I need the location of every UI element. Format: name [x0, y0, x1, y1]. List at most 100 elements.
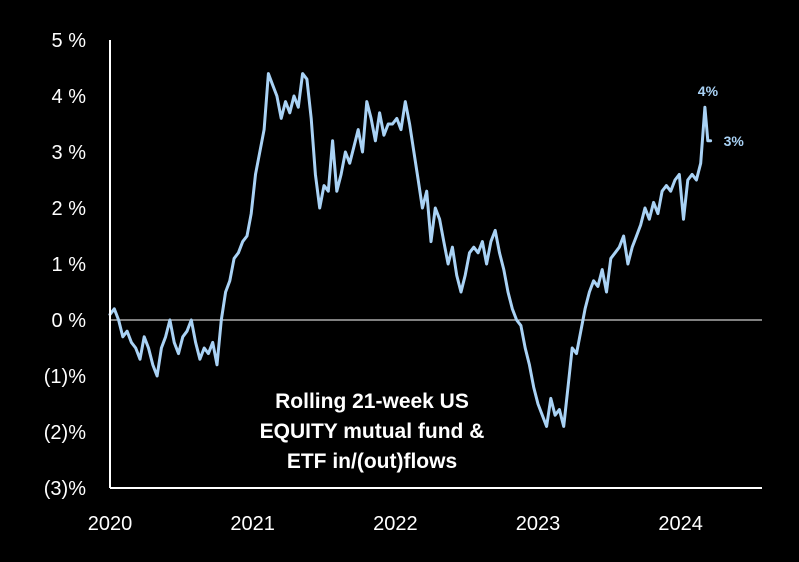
- annotations: 4% 3%: [698, 83, 745, 149]
- data-point: [609, 257, 612, 260]
- data-point: [220, 318, 223, 322]
- data-point: [305, 78, 309, 81]
- series-points: [108, 72, 712, 428]
- data-point: [113, 307, 116, 310]
- data-point: [571, 346, 574, 350]
- data-point: [472, 246, 475, 249]
- data-point: [686, 178, 689, 182]
- y-tick-label: (3)%: [44, 478, 86, 500]
- data-point: [224, 290, 227, 294]
- data-point: [643, 206, 647, 210]
- data-point: [194, 341, 197, 344]
- data-point: [404, 100, 407, 103]
- data-point: [553, 414, 557, 417]
- data-point: [262, 128, 266, 131]
- data-point: [498, 251, 501, 254]
- data-point: [412, 150, 416, 154]
- y-axis-tick-labels: 5 % 4 % 3 % 2 % 1 % 0 % (1)% (2)% (3)%: [44, 30, 86, 500]
- data-point: [669, 190, 672, 193]
- y-tick-label: (1)%: [44, 366, 86, 388]
- x-axis-tick-labels: 2020 2021 2022 2023 2024: [88, 513, 703, 535]
- data-point: [476, 251, 480, 254]
- data-point: [536, 402, 540, 406]
- data-point: [190, 318, 193, 322]
- x-tick-label: 2021: [230, 513, 275, 535]
- data-point: [635, 234, 638, 238]
- data-point: [601, 268, 604, 271]
- data-point: [164, 335, 167, 338]
- data-point: [344, 150, 347, 154]
- data-point: [232, 257, 236, 260]
- data-point: [369, 117, 373, 120]
- data-point: [417, 178, 420, 182]
- data-point: [468, 251, 471, 254]
- data-point: [275, 94, 279, 98]
- data-point: [322, 184, 326, 187]
- data-point: [267, 72, 270, 75]
- data-point: [660, 190, 664, 193]
- data-point: [365, 100, 368, 103]
- data-point: [639, 223, 642, 226]
- data-point: [245, 234, 249, 238]
- data-point: [134, 346, 137, 350]
- data-point: [592, 279, 595, 282]
- data-point: [250, 212, 253, 215]
- data-point: [709, 139, 712, 142]
- data-point: [673, 178, 677, 182]
- data-point: [203, 346, 206, 350]
- y-tick-label: 0 %: [52, 310, 87, 332]
- data-point: [549, 397, 552, 400]
- x-tick-label: 2024: [658, 513, 703, 535]
- data-point: [451, 246, 454, 249]
- x-tick-label: 2020: [88, 513, 133, 535]
- data-point: [562, 425, 565, 428]
- data-point: [241, 240, 244, 243]
- data-point: [395, 117, 398, 120]
- data-point: [352, 145, 356, 148]
- data-point: [652, 201, 655, 204]
- y-tick-label: 5 %: [52, 30, 87, 52]
- data-point: [596, 285, 600, 288]
- data-point: [207, 352, 210, 355]
- y-tick-label: 4 %: [52, 86, 87, 108]
- data-point: [678, 173, 681, 176]
- data-point: [198, 358, 202, 361]
- data-point: [335, 190, 338, 193]
- data-point: [524, 346, 527, 350]
- y-tick-label: 3 %: [52, 142, 87, 164]
- annotation-label: 4%: [698, 83, 719, 99]
- data-point: [489, 240, 493, 243]
- data-point: [181, 335, 184, 338]
- data-point: [506, 290, 510, 294]
- data-point: [284, 100, 287, 103]
- data-point: [301, 72, 304, 75]
- y-tick-label: (2)%: [44, 422, 86, 444]
- data-point: [177, 352, 180, 355]
- data-point: [485, 262, 488, 266]
- data-point: [271, 83, 274, 87]
- data-point: [387, 122, 390, 126]
- data-point: [665, 184, 668, 187]
- data-point: [185, 330, 189, 333]
- data-point: [237, 251, 240, 254]
- caption-line-1: Rolling 21-week US: [275, 390, 469, 413]
- data-point: [583, 307, 587, 310]
- data-point: [143, 335, 146, 338]
- data-point: [446, 262, 450, 266]
- data-point: [331, 139, 334, 142]
- data-point: [314, 173, 317, 176]
- data-point: [605, 290, 608, 294]
- data-point: [155, 374, 159, 378]
- data-point: [168, 318, 172, 322]
- data-point: [494, 229, 497, 232]
- data-point: [515, 318, 518, 322]
- data-point: [545, 425, 548, 428]
- data-point: [558, 408, 561, 411]
- data-point: [464, 274, 467, 277]
- caption-line-2: EQUITY mutual fund &: [260, 420, 485, 443]
- data-point: [318, 206, 321, 210]
- data-point: [459, 290, 463, 294]
- data-point: [399, 128, 403, 131]
